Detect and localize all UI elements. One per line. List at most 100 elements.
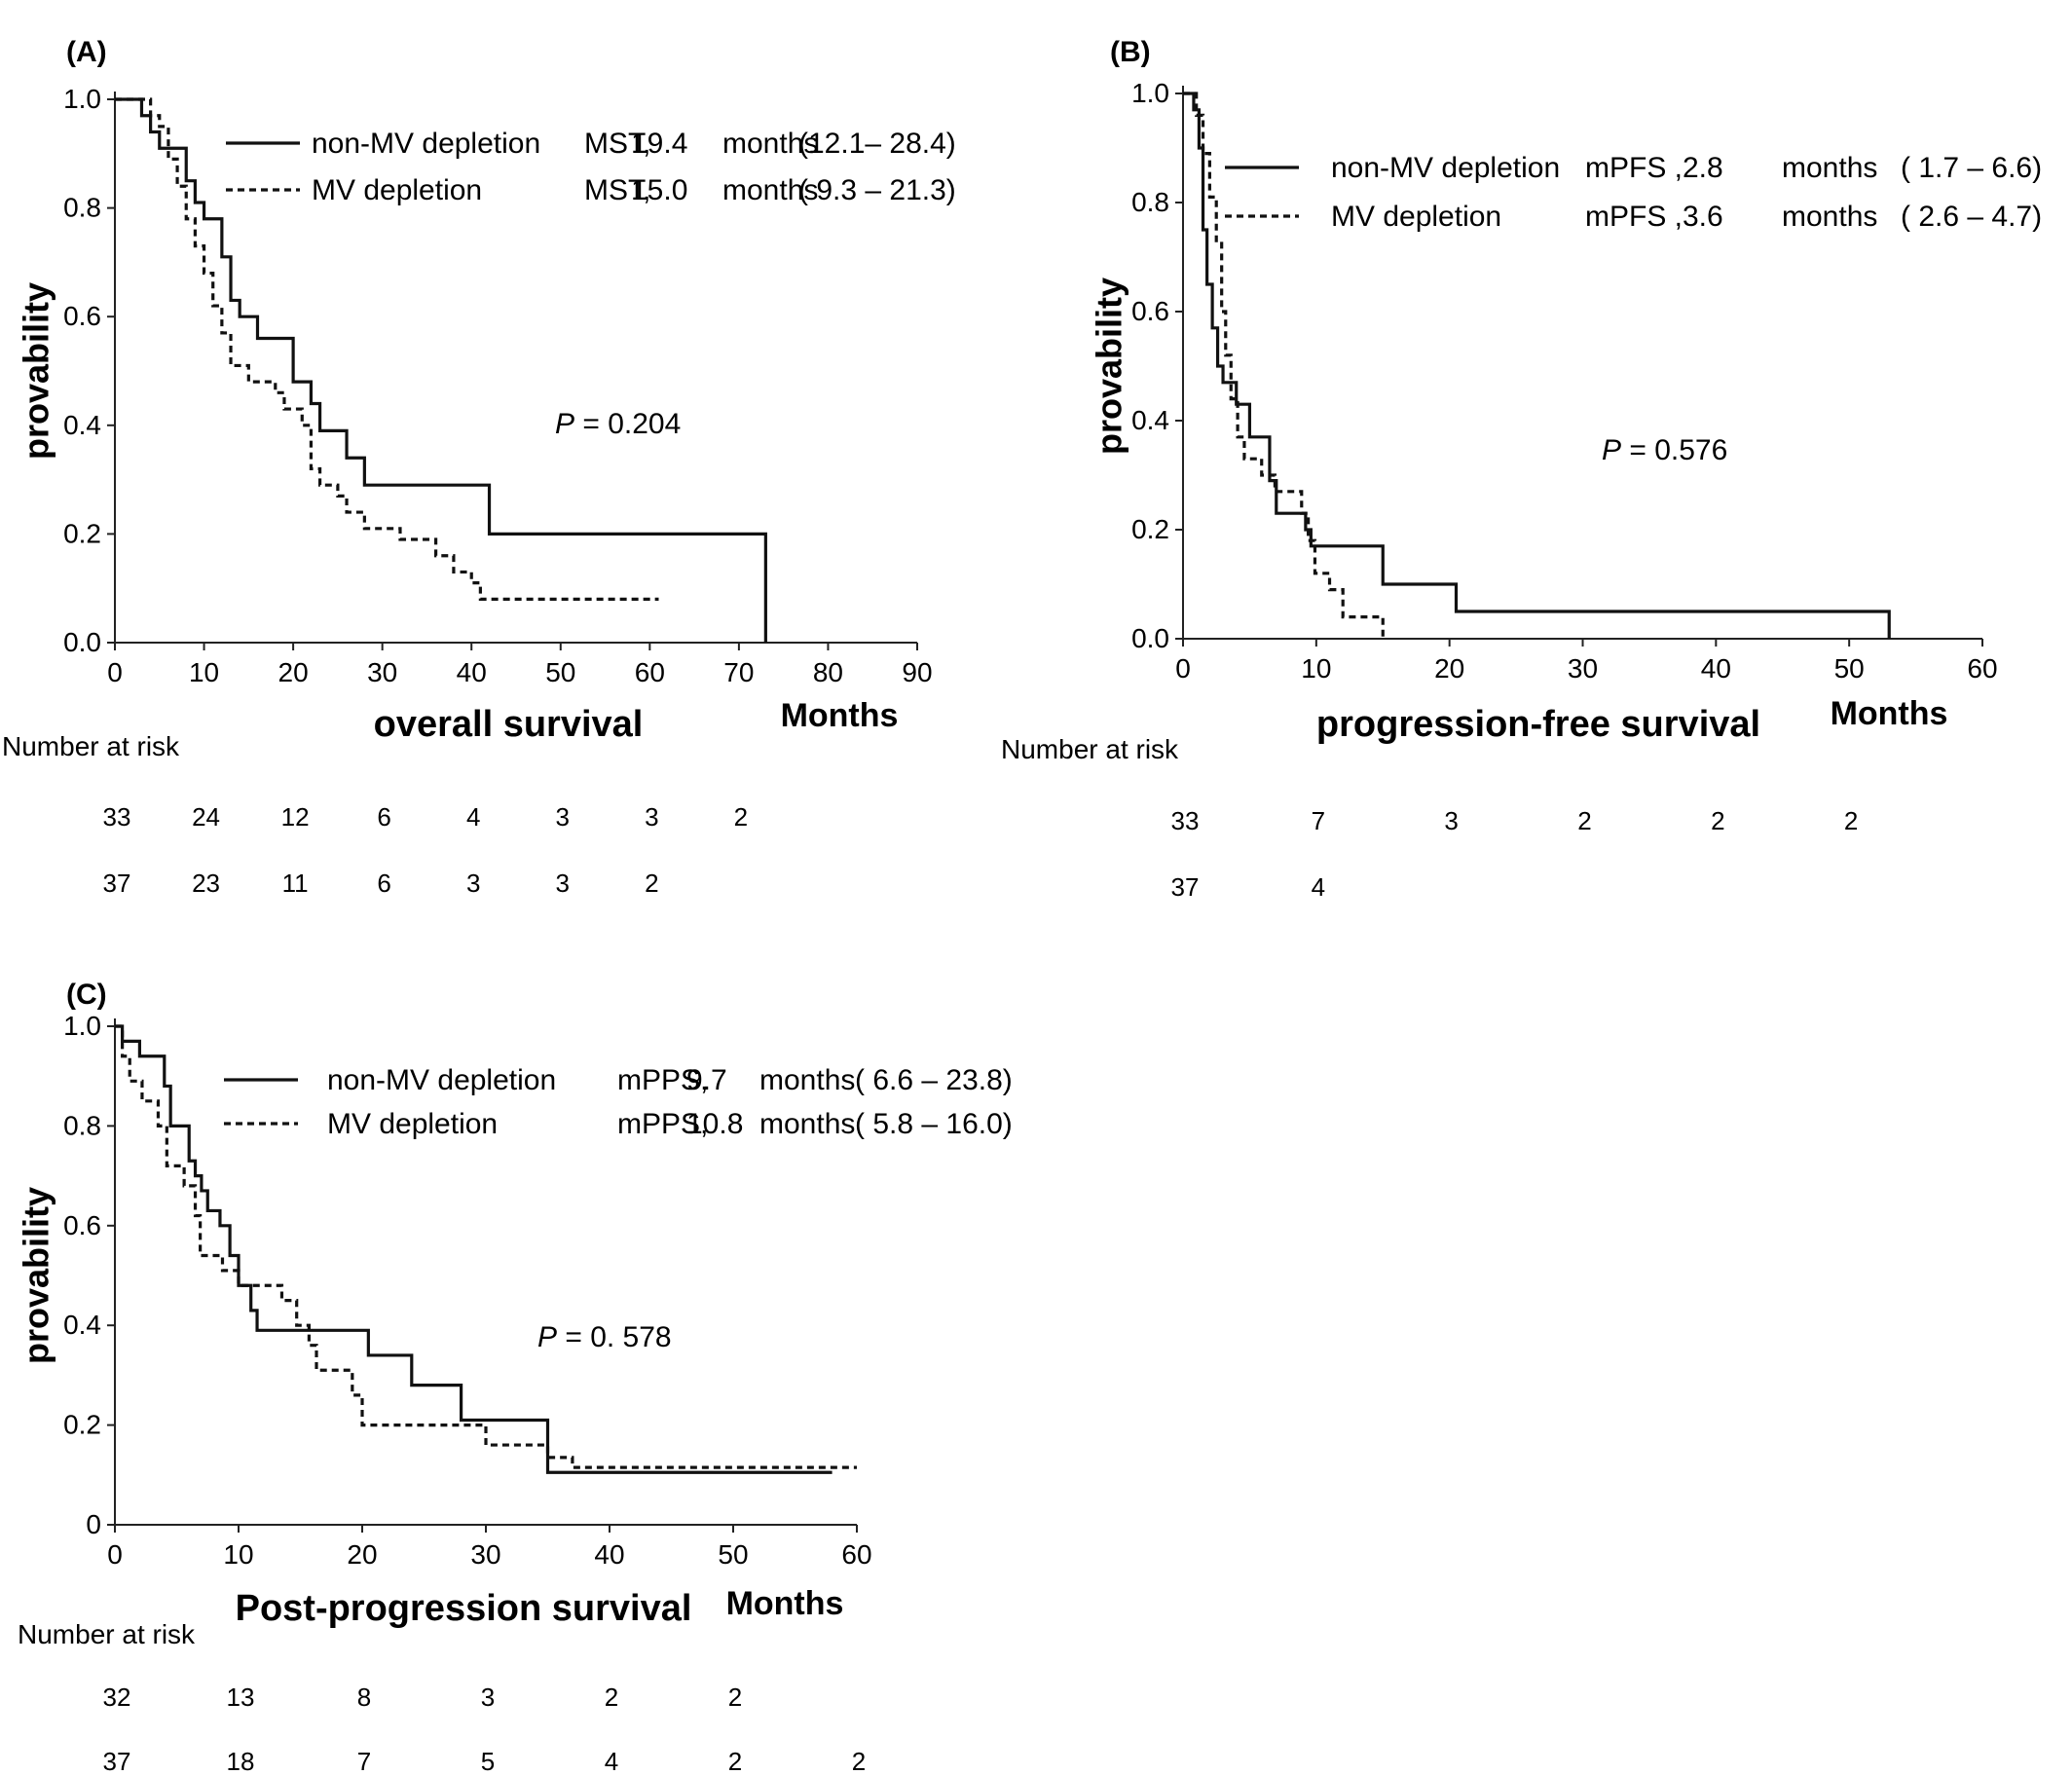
p-value: P = 0. 578 xyxy=(537,1321,672,1353)
legend-median-value: 10.8 xyxy=(686,1108,743,1140)
x-tick-label: 70 xyxy=(723,657,754,687)
panel-label: (C) xyxy=(66,979,107,1011)
p-value-text: = 0.204 xyxy=(574,408,681,440)
legend-ci: ( 5.8 – 16.0) xyxy=(855,1108,1013,1140)
legend-unit: months xyxy=(759,1108,855,1140)
y-tick-label: 0.2 xyxy=(1131,514,1169,544)
p-value-symbol: P xyxy=(555,408,574,440)
p-value-symbol: P xyxy=(537,1321,557,1353)
risk-count: 2 xyxy=(1577,806,1591,835)
x-axis-unit: Months xyxy=(726,1585,844,1622)
legend-unit: months xyxy=(1782,201,1877,233)
y-tick-label: 0.4 xyxy=(1131,405,1169,435)
panel-label: (B) xyxy=(1110,36,1151,68)
risk-count: 7 xyxy=(1312,806,1325,835)
risk-count: 32 xyxy=(103,1683,131,1712)
legend-series-name: MV depletion xyxy=(327,1108,498,1140)
risk-count: 2 xyxy=(605,1683,618,1712)
legend-median-value: 3.6 xyxy=(1683,201,1723,233)
x-tick-label: 30 xyxy=(1568,653,1598,684)
risk-count: 18 xyxy=(227,1747,255,1775)
x-tick-label: 30 xyxy=(470,1539,500,1570)
curve-mv-depletion xyxy=(115,97,659,601)
x-tick-label: 90 xyxy=(902,657,932,687)
legend-series-name: MV depletion xyxy=(1331,201,1501,233)
legend-entry: MV depletion mPFS , 3.6 months ( 2.6 – 4.7) xyxy=(1225,201,2042,233)
risk-count: 13 xyxy=(227,1683,255,1712)
x-tick-label: 40 xyxy=(1701,653,1731,684)
risk-table-title: Number at risk xyxy=(18,1619,196,1649)
legend-median-value: 9.7 xyxy=(686,1064,727,1096)
y-tick-label: 0.6 xyxy=(63,1210,101,1240)
risk-count: 6 xyxy=(377,869,390,898)
legend-median-value: 15.0 xyxy=(631,174,687,206)
y-tick-label: 0.6 xyxy=(1131,296,1169,326)
legend-stat: MST, xyxy=(584,128,650,160)
risk-count: 33 xyxy=(1171,806,1200,835)
x-tick-label: 60 xyxy=(1967,653,1997,684)
legend-unit: months xyxy=(722,128,818,160)
y-tick-label: 0.6 xyxy=(63,301,101,331)
y-tick-label: 1.0 xyxy=(1131,78,1169,108)
legend-stat: mPPS, xyxy=(617,1064,708,1096)
legend-stat: MST, xyxy=(584,174,650,206)
x-tick-label: 10 xyxy=(1301,653,1331,684)
legend-entry: MV depletion mPPS,10.8 months( 5.8 – 16.0) xyxy=(224,1108,1013,1140)
x-tick-label: 20 xyxy=(1434,653,1464,684)
risk-count: 24 xyxy=(192,802,220,832)
x-tick-label: 10 xyxy=(223,1539,253,1570)
risk-count: 23 xyxy=(192,869,220,898)
y-tick-label: 1.0 xyxy=(63,1011,101,1041)
x-tick-label: 60 xyxy=(841,1539,871,1570)
risk-table-title: Number at risk xyxy=(2,731,180,761)
legend-series-name: non-MV depletion xyxy=(312,128,540,160)
x-axis-title: overall survival xyxy=(374,704,644,745)
legend-unit: months xyxy=(759,1064,855,1096)
risk-count: 37 xyxy=(103,1747,131,1775)
legend-stat: mPPS, xyxy=(617,1108,708,1140)
risk-count: 37 xyxy=(103,869,131,898)
p-value-text: = 0. 578 xyxy=(557,1321,672,1353)
panel-c: (C) 0 0.2 0.4 0.6 0.8 1.0 0 10 20 30 40 50 60 provabil… xyxy=(17,979,1013,1775)
risk-count: 2 xyxy=(728,1747,742,1775)
x-tick-label: 0 xyxy=(107,657,123,687)
x-tick-label: 30 xyxy=(367,657,397,687)
risk-count: 2 xyxy=(852,1747,866,1775)
x-tick-label: 40 xyxy=(457,657,487,687)
x-tick-label: 50 xyxy=(718,1539,748,1570)
x-tick-label: 80 xyxy=(813,657,843,687)
y-tick-label: 1.0 xyxy=(63,84,101,114)
legend-ci: (12.1– 28.4) xyxy=(798,128,956,160)
x-axis-title: progression-free survival xyxy=(1316,704,1760,745)
risk-count: 2 xyxy=(1711,806,1724,835)
risk-count: 12 xyxy=(281,802,310,832)
y-tick-label: 0.0 xyxy=(1131,623,1169,653)
y-tick-label: 0.2 xyxy=(63,518,101,548)
x-tick-label: 60 xyxy=(635,657,665,687)
x-tick-label: 10 xyxy=(189,657,219,687)
p-value-symbol: P xyxy=(1602,434,1621,466)
y-tick-label: 0.4 xyxy=(63,1310,101,1340)
risk-count: 2 xyxy=(1844,806,1858,835)
risk-count: 3 xyxy=(556,802,570,832)
x-tick-label: 20 xyxy=(347,1539,377,1570)
legend-unit: months xyxy=(722,174,818,206)
panel-a: (A) 0.0 0.2 0.4 0.6 0.8 1.0 0 10 20 30 40 50 60 70 80 90… xyxy=(2,36,956,898)
legend-entry: non-MV depletion MST,19.4 months(12.1– 28.… xyxy=(226,128,956,160)
curve-mv-depletion xyxy=(115,1024,857,1469)
risk-count: 2 xyxy=(645,869,658,898)
x-tick-label: 50 xyxy=(1834,653,1865,684)
y-tick-label: 0.8 xyxy=(63,193,101,223)
p-value-text: = 0.576 xyxy=(1621,434,1727,466)
legend-median-value: 2.8 xyxy=(1683,152,1723,184)
risk-table-title: Number at risk xyxy=(1001,734,1179,764)
panel-b: (B) 0.0 0.2 0.4 0.6 0.8 1.0 0 10 20 30 40 50 60 provab… xyxy=(1001,36,2042,902)
risk-count: 2 xyxy=(734,802,748,832)
risk-count: 7 xyxy=(357,1747,371,1775)
legend-series-name: MV depletion xyxy=(312,174,482,206)
legend-ci: ( 2.6 – 4.7) xyxy=(1901,201,2042,233)
legend-series-name: non-MV depletion xyxy=(1331,152,1560,184)
legend-ci: ( 6.6 – 23.8) xyxy=(855,1064,1013,1096)
x-tick-label: 20 xyxy=(278,657,309,687)
